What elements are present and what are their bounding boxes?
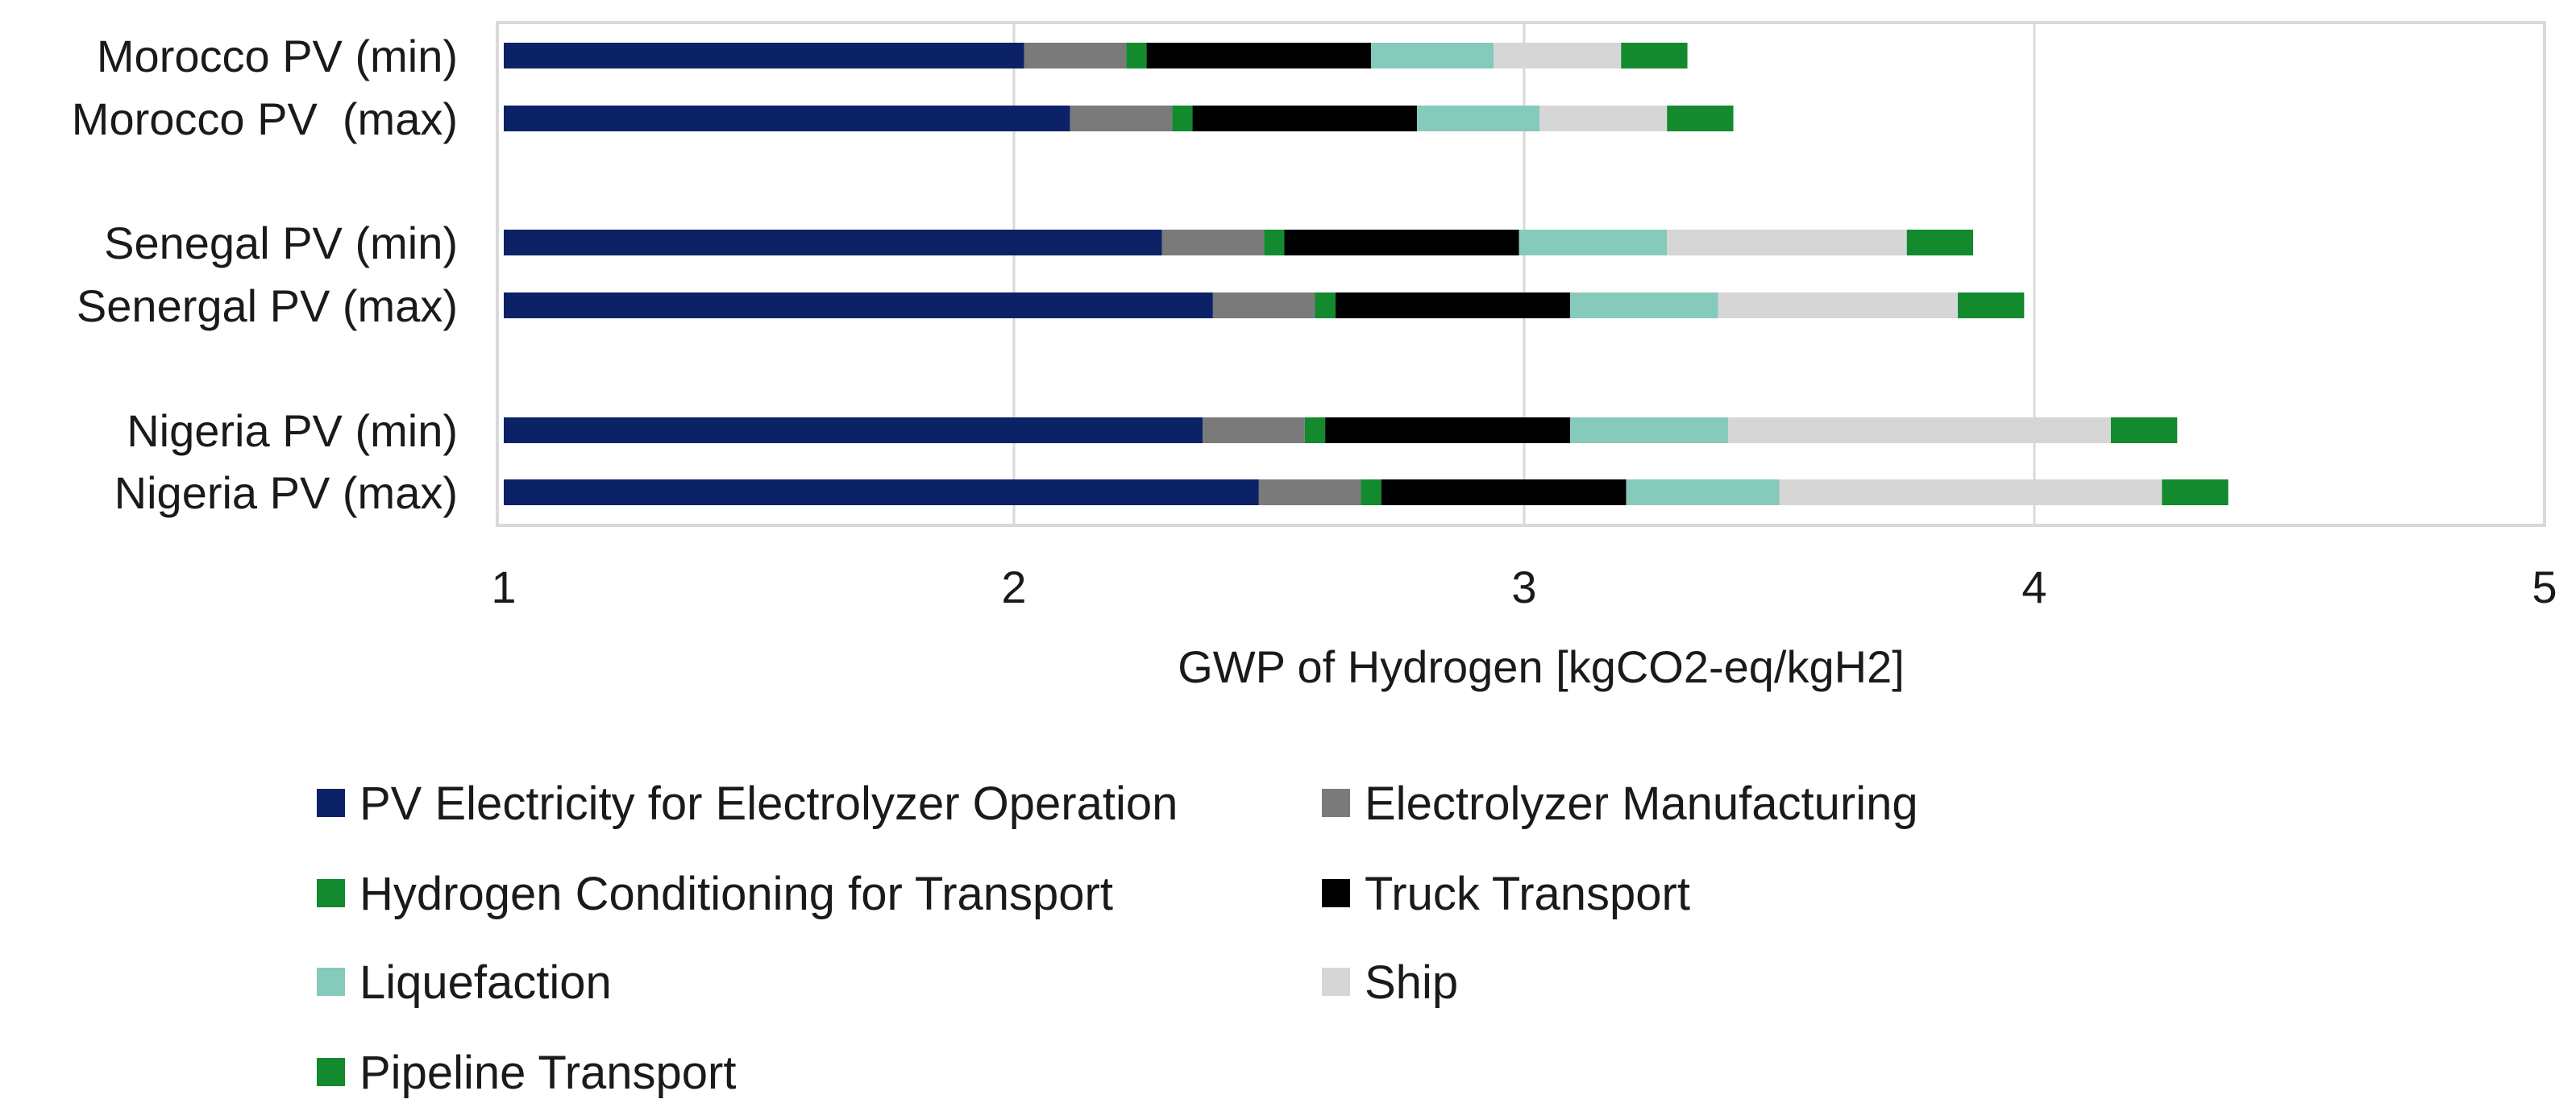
category-label: Senergal PV (max)	[77, 280, 458, 331]
legend-swatch	[1322, 879, 1350, 907]
category-label: Morocco PV (min)	[97, 31, 458, 81]
category-label: Nigeria PV (min)	[127, 405, 458, 456]
legend-label: Hydrogen Conditioning for Transport	[359, 868, 1113, 920]
bar-segment	[504, 43, 1024, 68]
bar-segment	[1172, 106, 1193, 131]
bar-segment	[1621, 43, 1688, 68]
bar-segment	[1958, 292, 2025, 318]
bar-segment	[1718, 292, 1959, 318]
category-label: Senegal PV (min)	[104, 218, 458, 268]
category-label: Nigeria PV (max)	[114, 467, 458, 518]
bar-segment	[2110, 417, 2178, 443]
legend-label: Truck Transport	[1365, 868, 1690, 920]
bar-segment	[1361, 479, 1381, 505]
bar-segment	[1325, 417, 1570, 443]
bar-segment	[1284, 230, 1519, 255]
x-tick-label: 2	[1001, 562, 1026, 612]
legend-label: Ship	[1365, 956, 1458, 1009]
bar-segment	[1519, 230, 1668, 255]
plot-area	[496, 21, 2546, 527]
legend-label: PV Electricity for Electrolyzer Operatio…	[359, 778, 1178, 830]
bar-segment	[1728, 417, 2111, 443]
bar-segment	[1569, 417, 1729, 443]
legend-swatch	[317, 789, 345, 817]
bar-segment	[2162, 479, 2229, 505]
bar-segment	[1539, 106, 1668, 131]
legend-swatch	[317, 1058, 345, 1086]
bar-segment	[1667, 106, 1734, 131]
bar-segment	[1304, 417, 1326, 443]
bar-segment	[1315, 292, 1336, 318]
bar-segment	[1569, 292, 1718, 318]
x-tick-label: 3	[1511, 562, 1536, 612]
bar-segment	[1126, 43, 1147, 68]
bar-segment	[1626, 479, 1780, 505]
bar-segment	[1335, 292, 1570, 318]
x-axis-ticks: 1 2 3 4 5	[491, 562, 2557, 612]
x-axis-title: GWP of Hydrogen [kgCO2-eq/kgH2]	[1178, 641, 1905, 692]
bar-segment	[504, 417, 1203, 443]
bar-segment	[1024, 43, 1127, 68]
legend-swatch	[317, 879, 345, 907]
bar-segment	[1258, 479, 1361, 505]
x-tick-label: 1	[491, 562, 516, 612]
bar-segment	[1161, 230, 1265, 255]
bar-segment	[504, 292, 1213, 318]
legend-swatch	[1322, 968, 1350, 996]
bar-segment	[504, 230, 1162, 255]
bar-segment	[1906, 230, 1974, 255]
legend-label: Liquefaction	[359, 956, 612, 1009]
legend-swatch	[1322, 789, 1350, 817]
bar-segment	[1779, 479, 2163, 505]
category-label: Morocco PV (max)	[72, 93, 458, 144]
bar-segment	[1146, 43, 1372, 68]
bars	[504, 43, 2229, 505]
bar-segment	[1667, 230, 1907, 255]
bar-segment	[1192, 106, 1418, 131]
category-labels: Morocco PV (min) Morocco PV (max) Senegal …	[72, 31, 458, 518]
bar-segment	[504, 106, 1070, 131]
x-tick-label: 4	[2021, 562, 2046, 612]
legend: PV Electricity for Electrolyzer Operatio…	[317, 778, 1918, 1099]
bar-segment	[1212, 292, 1315, 318]
bar-segment	[1264, 230, 1285, 255]
bar-segment	[1203, 417, 1305, 443]
bar-segment	[1371, 43, 1494, 68]
bar-segment	[1070, 106, 1173, 131]
bar-segment	[1381, 479, 1627, 505]
bar-segment	[504, 479, 1259, 505]
bar-segment	[1494, 43, 1622, 68]
bar-segment	[1417, 106, 1539, 131]
legend-swatch	[317, 968, 345, 996]
legend-label: Pipeline Transport	[359, 1047, 736, 1099]
x-tick-label: 5	[2532, 562, 2557, 612]
legend-label: Electrolyzer Manufacturing	[1365, 778, 1918, 830]
